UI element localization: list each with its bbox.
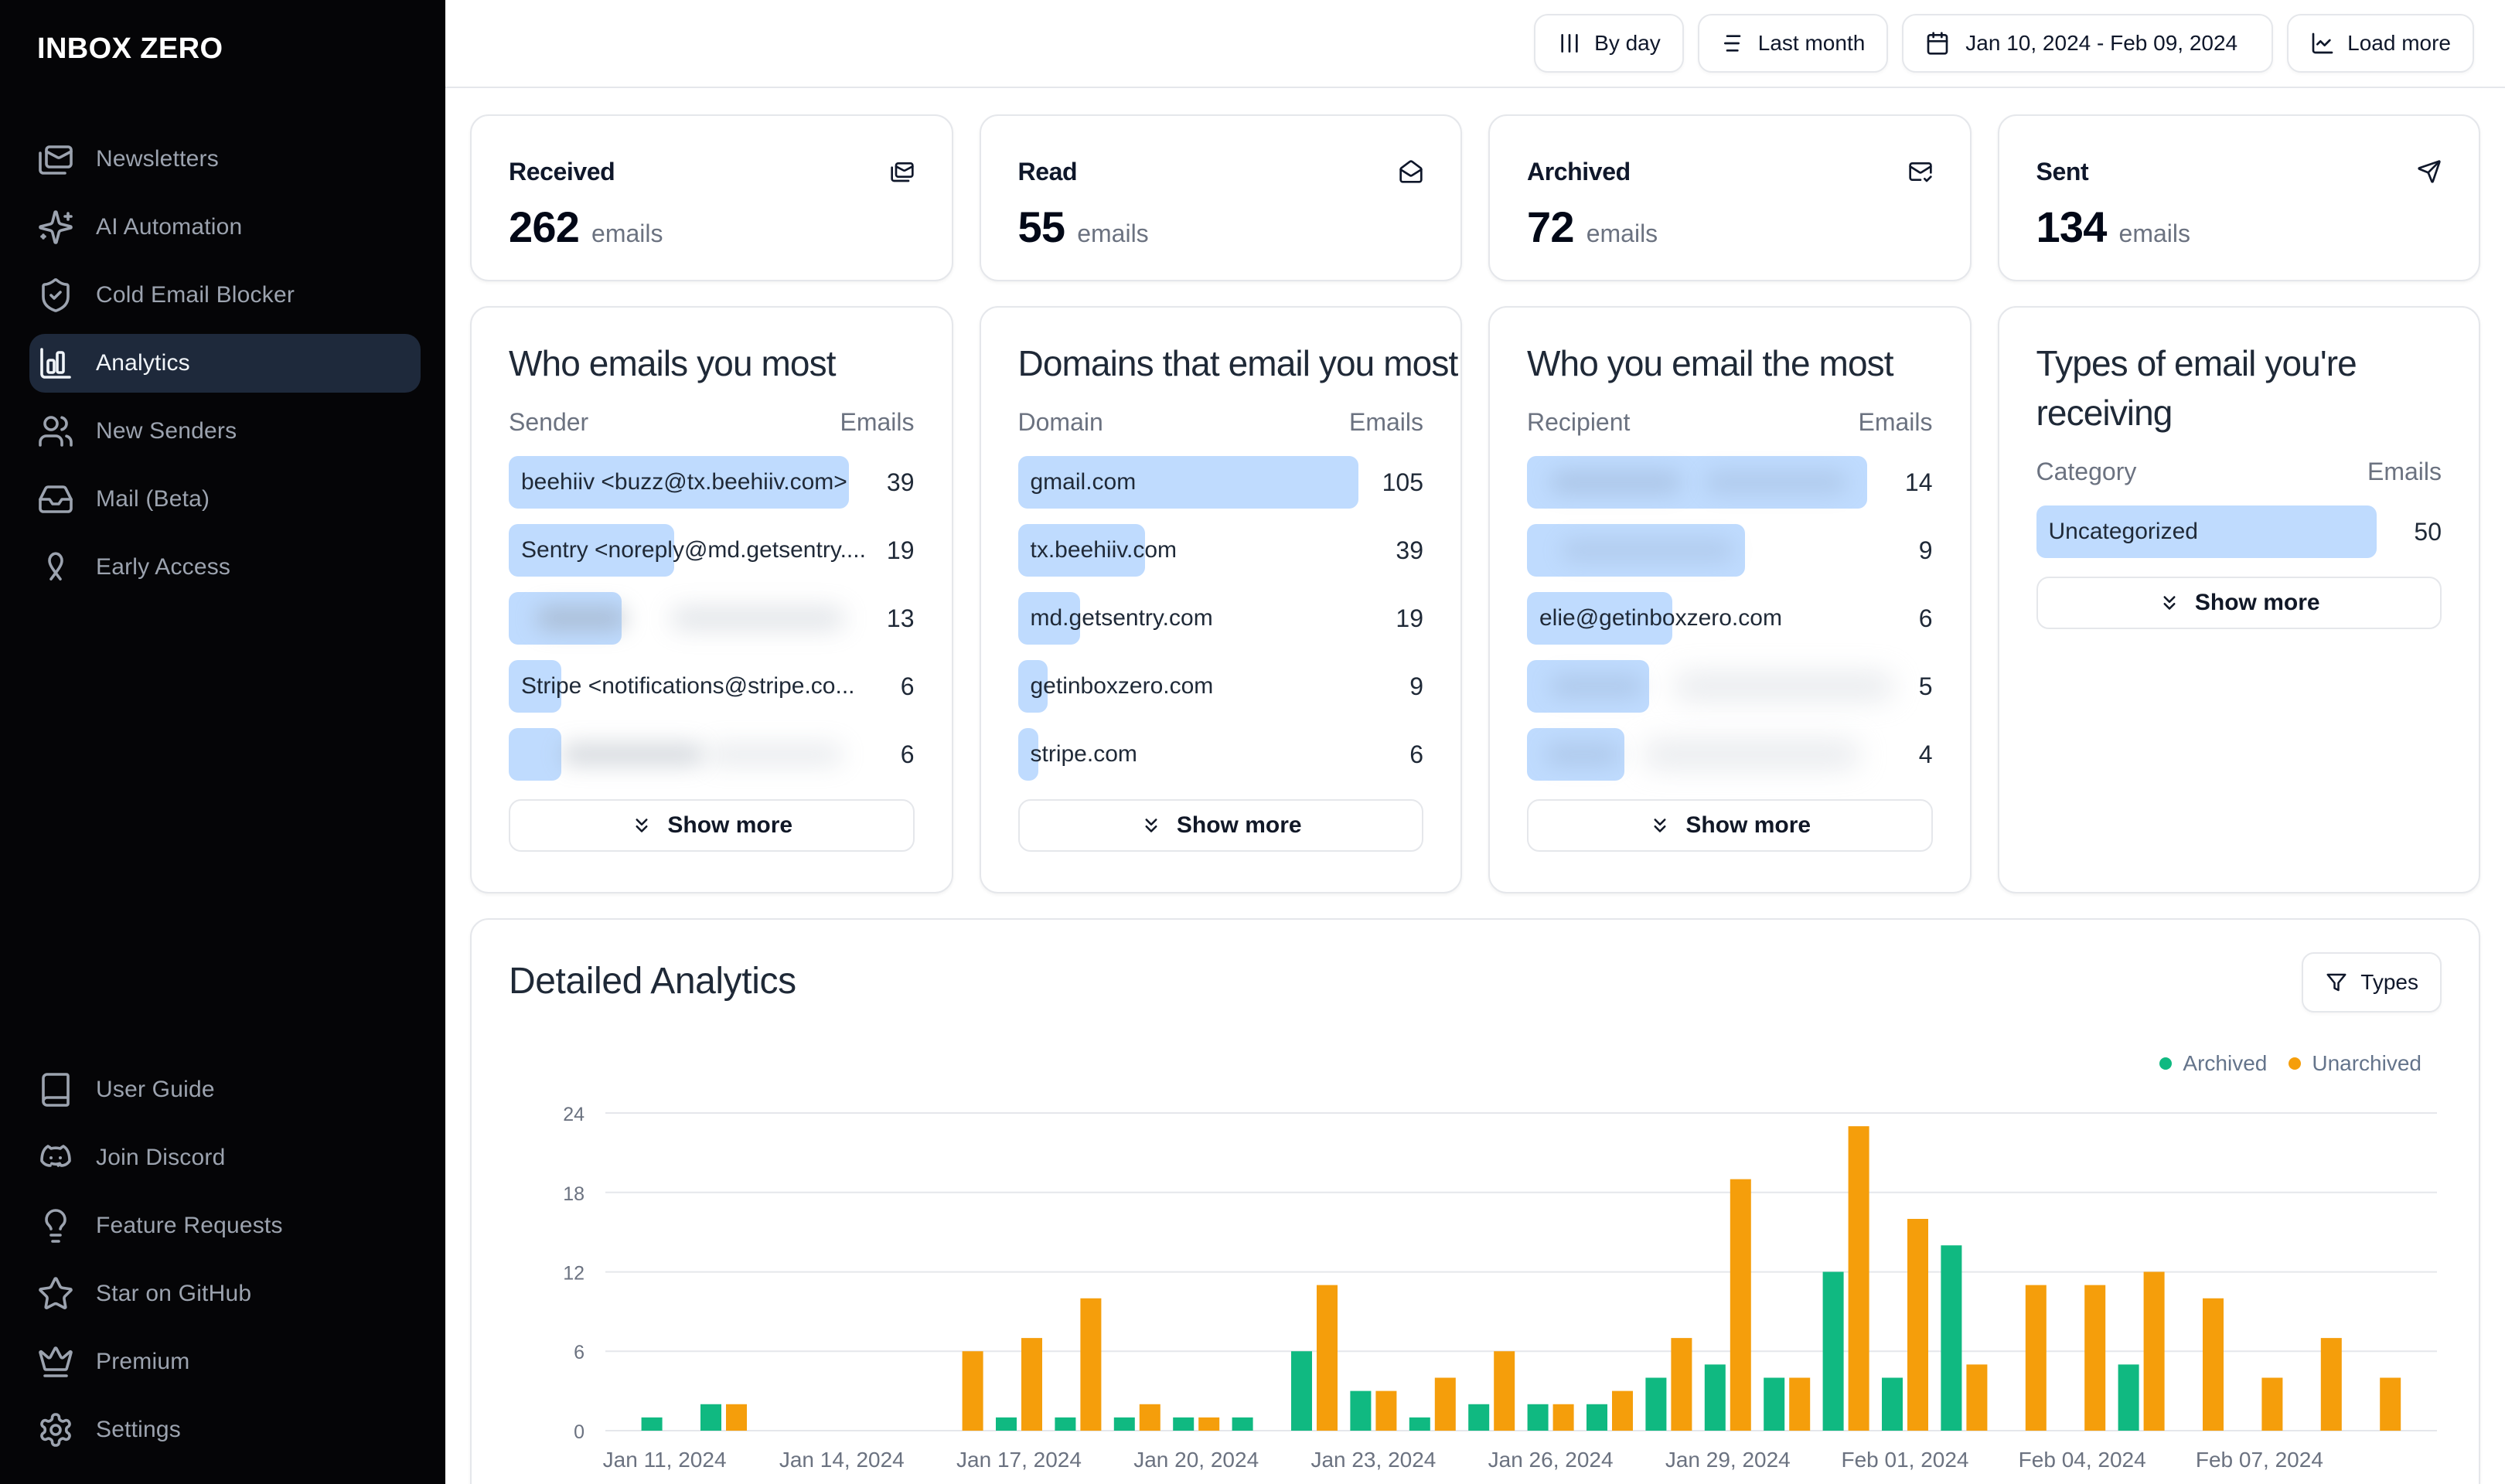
svg-text:Feb 01, 2024: Feb 01, 2024 [1841, 1448, 1968, 1472]
svg-text:Jan 26, 2024: Jan 26, 2024 [1488, 1448, 1614, 1472]
svg-text:24: 24 [563, 1104, 584, 1125]
svg-text:Jan 17, 2024: Jan 17, 2024 [956, 1448, 1082, 1472]
svg-text:Jan 20, 2024: Jan 20, 2024 [1133, 1448, 1259, 1472]
svg-text:Jan 29, 2024: Jan 29, 2024 [1665, 1448, 1791, 1472]
svg-text:Feb 04, 2024: Feb 04, 2024 [2019, 1448, 2146, 1472]
svg-text:18: 18 [563, 1183, 584, 1205]
svg-text:Jan 14, 2024: Jan 14, 2024 [779, 1448, 905, 1472]
svg-text:0: 0 [574, 1421, 584, 1443]
svg-text:6: 6 [574, 1342, 584, 1363]
svg-text:Jan 23, 2024: Jan 23, 2024 [1310, 1448, 1436, 1472]
svg-text:Feb 07, 2024: Feb 07, 2024 [2196, 1448, 2323, 1472]
svg-text:Jan 11, 2024: Jan 11, 2024 [603, 1448, 727, 1472]
svg-text:12: 12 [563, 1263, 584, 1285]
